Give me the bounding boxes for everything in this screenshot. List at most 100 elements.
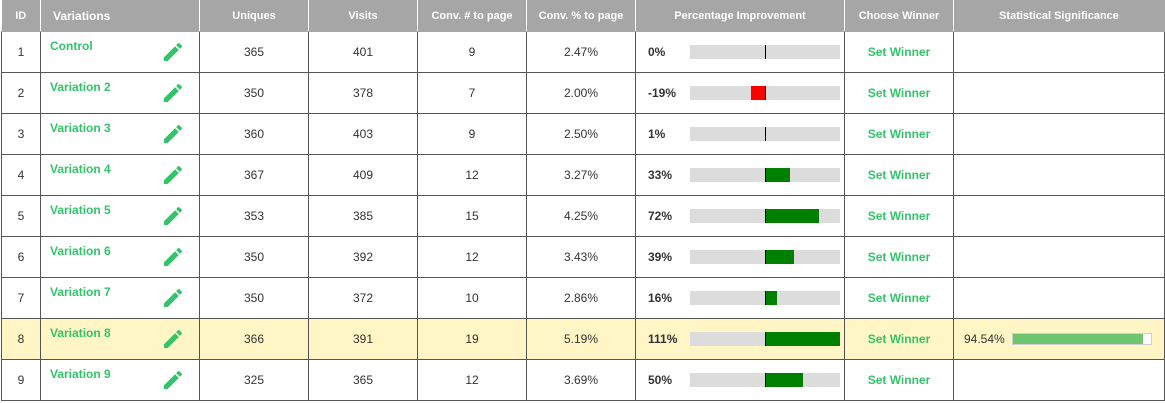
row-id: 7 [1, 277, 41, 319]
header-row: ID Variations Uniques Visits Conv. # to … [1, 0, 1165, 32]
significance-cell [953, 113, 1165, 155]
conv-pct-value: 4.25% [526, 195, 636, 237]
set-winner-link[interactable]: Set Winner [867, 209, 931, 223]
conv-num-value: 19 [417, 318, 527, 360]
improvement-zero-marker [765, 168, 766, 182]
set-winner-link[interactable]: Set Winner [867, 291, 931, 305]
improvement-value: -19% [648, 86, 677, 100]
significance-value: 94.54% [964, 332, 1005, 346]
variation-name-link[interactable]: Variation 5 [50, 203, 111, 217]
row-id: 3 [1, 113, 41, 155]
improvement-cell: 33% [635, 154, 845, 196]
improvement-bar-track [690, 168, 840, 182]
conv-pct-value: 3.69% [526, 359, 636, 401]
variation-name-link[interactable]: Variation 3 [50, 121, 111, 135]
pencil-icon[interactable] [161, 204, 185, 228]
set-winner-link[interactable]: Set Winner [867, 373, 931, 387]
variation-cell: Variation 6 [40, 236, 200, 278]
choose-winner-cell: Set Winner [844, 359, 954, 401]
pencil-icon[interactable] [161, 81, 185, 105]
set-winner-link[interactable]: Set Winner [867, 45, 931, 59]
header-uniques: Uniques [199, 0, 309, 32]
improvement-zero-marker [765, 127, 766, 141]
pencil-icon[interactable] [161, 163, 185, 187]
variation-name-link[interactable]: Variation 2 [50, 80, 111, 94]
significance-bar-fill [1013, 334, 1144, 344]
conv-pct-value: 5.19% [526, 318, 636, 360]
set-winner-link[interactable]: Set Winner [867, 86, 931, 100]
visits-value: 391 [308, 318, 418, 360]
pencil-icon[interactable] [161, 368, 185, 392]
uniques-value: 360 [199, 113, 309, 155]
row-id: 5 [1, 195, 41, 237]
uniques-value: 350 [199, 72, 309, 114]
improvement-cell: 16% [635, 277, 845, 319]
improvement-bar-fill [765, 332, 840, 346]
significance-cell: 94.54% [953, 318, 1165, 360]
conv-num-value: 15 [417, 195, 527, 237]
pencil-icon[interactable] [161, 327, 185, 351]
row-id: 6 [1, 236, 41, 278]
choose-winner-cell: Set Winner [844, 195, 954, 237]
conv-num-value: 12 [417, 236, 527, 278]
pencil-icon[interactable] [161, 245, 185, 269]
choose-winner-cell: Set Winner [844, 31, 954, 73]
uniques-value: 353 [199, 195, 309, 237]
conv-pct-value: 2.86% [526, 277, 636, 319]
significance-cell [953, 277, 1165, 319]
improvement-value: 33% [648, 168, 673, 182]
visits-value: 403 [308, 113, 418, 155]
conv-pct-value: 3.27% [526, 154, 636, 196]
improvement-value: 111% [648, 332, 678, 346]
header-improvement: Percentage Improvement [635, 0, 845, 32]
set-winner-link[interactable]: Set Winner [867, 332, 931, 346]
header-conv-num: Conv. # to page [417, 0, 527, 32]
visits-value: 385 [308, 195, 418, 237]
choose-winner-cell: Set Winner [844, 277, 954, 319]
visits-value: 409 [308, 154, 418, 196]
conv-num-value: 9 [417, 113, 527, 155]
improvement-bar-track [690, 209, 840, 223]
uniques-value: 350 [199, 277, 309, 319]
improvement-value: 39% [648, 250, 673, 264]
pencil-icon[interactable] [161, 122, 185, 146]
improvement-bar-fill [765, 373, 803, 387]
table-row: 7 Variation 7 350 372 10 2.86% 16% Set Winner [1, 277, 1165, 319]
improvement-zero-marker [765, 291, 766, 305]
variation-name-link[interactable]: Variation 7 [50, 285, 111, 299]
header-visits: Visits [308, 0, 418, 32]
improvement-bar-fill [765, 168, 790, 182]
table-row: 2 Variation 2 350 378 7 2.00% -19% Set Winner [1, 72, 1165, 114]
improvement-zero-marker [765, 332, 766, 346]
choose-winner-cell: Set Winner [844, 154, 954, 196]
improvement-cell: 39% [635, 236, 845, 278]
significance-cell [953, 236, 1165, 278]
variation-name-link[interactable]: Variation 8 [50, 326, 111, 340]
table-row: 1 Control 365 401 9 2.47% 0% Set Winner [1, 31, 1165, 73]
variation-name-link[interactable]: Control [50, 39, 93, 53]
set-winner-link[interactable]: Set Winner [867, 250, 931, 264]
improvement-bar-track [690, 86, 840, 100]
variation-name-link[interactable]: Variation 4 [50, 162, 111, 176]
pencil-icon[interactable] [161, 40, 185, 64]
header-variations: Variations [40, 0, 200, 32]
improvement-bar-track [690, 291, 840, 305]
pencil-icon[interactable] [161, 286, 185, 310]
conv-pct-value: 2.47% [526, 31, 636, 73]
set-winner-link[interactable]: Set Winner [867, 168, 931, 182]
set-winner-link[interactable]: Set Winner [867, 127, 931, 141]
uniques-value: 350 [199, 236, 309, 278]
variation-name-link[interactable]: Variation 6 [50, 244, 111, 258]
variation-cell: Variation 4 [40, 154, 200, 196]
variation-cell: Control [40, 31, 200, 73]
row-id: 9 [1, 359, 41, 401]
variation-cell: Variation 7 [40, 277, 200, 319]
choose-winner-cell: Set Winner [844, 236, 954, 278]
significance-cell [953, 359, 1165, 401]
improvement-zero-marker [765, 250, 766, 264]
variation-name-link[interactable]: Variation 9 [50, 367, 111, 381]
variation-cell: Variation 5 [40, 195, 200, 237]
improvement-cell: 0% [635, 31, 845, 73]
improvement-cell: -19% [635, 72, 845, 114]
